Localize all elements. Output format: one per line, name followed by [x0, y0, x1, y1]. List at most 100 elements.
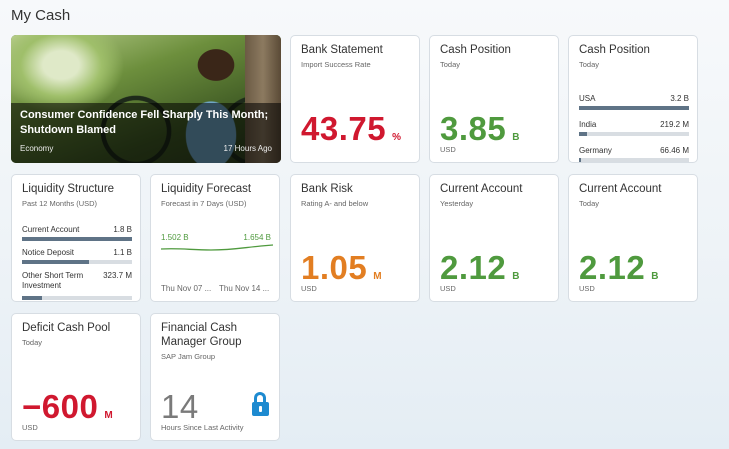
news-headline: Consumer Confidence Fell Sharply This Mo…: [20, 109, 269, 136]
tile-subtitle: Forecast in 7 Days (USD): [161, 199, 247, 208]
comparison-value: 66.46 M: [660, 146, 689, 155]
liquidity-structure-tile[interactable]: Liquidity Structure Past 12 Months (USD)…: [11, 174, 141, 302]
tile-title: Current Account: [579, 183, 662, 195]
comparison-track: [579, 158, 689, 162]
kpi-unit: %: [392, 132, 401, 143]
tile-title: Liquidity Structure: [22, 183, 115, 195]
tile-footer: Hours Since Last Activity: [161, 423, 244, 432]
comparison-row: Current Account 1.8 B: [22, 225, 132, 248]
current-account-today-tile[interactable]: Current Account Today 2.12 B USD: [568, 174, 698, 302]
kpi-unit: M: [373, 271, 382, 282]
tile-title: Financial Cash Manager Group: [161, 322, 242, 348]
comparison-track: [579, 132, 689, 136]
kpi-value: 43.75%: [301, 110, 401, 148]
comparison-label: Notice Deposit: [22, 248, 75, 257]
comparison-row: Notice Deposit 1.1 B: [22, 248, 132, 271]
comparison-row: USA 3.2 B: [579, 94, 689, 120]
kpi-number: 3.85: [440, 110, 507, 147]
jam-group-tile[interactable]: Financial Cash Manager Group SAP Jam Gro…: [150, 313, 280, 441]
forecast-start-value: 1.502 B: [161, 233, 189, 242]
tile-footer: USD: [440, 145, 456, 154]
comparison-label: Germany: [579, 146, 612, 155]
comparison-label: USA: [579, 94, 596, 103]
forecast-line: [161, 244, 273, 251]
comparison-bar: [22, 237, 132, 241]
forecast-end-value: 1.654 B: [243, 233, 271, 242]
kpi-number: −600: [22, 388, 99, 425]
comparison-row: Germany 66.46 M: [579, 146, 689, 162]
kpi-value: 2.12 B: [579, 249, 658, 287]
news-tile[interactable]: Consumer Confidence Fell Sharply This Mo…: [11, 35, 281, 163]
kpi-value: 1.05 M: [301, 249, 382, 287]
cash-position-comparison-tile[interactable]: Cash Position Today USA 3.2 B India 219.…: [568, 35, 698, 163]
comparison-bar: [579, 132, 587, 136]
liquidity-forecast-tile[interactable]: Liquidity Forecast Forecast in 7 Days (U…: [150, 174, 280, 302]
tile-title: Current Account: [440, 183, 523, 195]
tile-title: Bank Risk: [301, 183, 353, 195]
tile-title: Cash Position: [579, 44, 650, 56]
kpi-value: 2.12 B: [440, 249, 519, 287]
comparison-bar: [22, 296, 42, 300]
tile-subtitle: Today: [579, 60, 600, 69]
comparison-bar: [22, 260, 90, 264]
tile-subtitle: Rating A- and below: [301, 199, 369, 208]
tile-subtitle: Import Success Rate: [301, 60, 371, 69]
tile-title: Liquidity Forecast: [161, 183, 252, 195]
kpi-unit: B: [651, 271, 659, 282]
comparison-value: 219.2 M: [660, 120, 689, 129]
comparison-bar: [579, 106, 689, 110]
kpi-value: 14: [161, 388, 199, 426]
kpi-unit: B: [512, 132, 520, 143]
tile-title: Deficit Cash Pool: [22, 322, 111, 334]
current-account-yesterday-tile[interactable]: Current Account Yesterday 2.12 B USD: [429, 174, 559, 302]
news-time: 17 Hours Ago: [223, 144, 272, 153]
tile-title: Cash Position: [440, 44, 511, 56]
tile-subtitle: Today: [440, 60, 461, 69]
bank-risk-tile[interactable]: Bank Risk Rating A- and below 1.05 M USD: [290, 174, 420, 302]
comparison-chart: USA 3.2 B India 219.2 M Germany 66.46 M: [579, 94, 689, 162]
forecast-start-date: Thu Nov 07 ...: [161, 284, 212, 293]
kpi-unit: M: [104, 410, 113, 421]
kpi-value: 3.85 B: [440, 110, 519, 148]
comparison-value: 1.8 B: [113, 225, 132, 234]
forecast-line-chart: [161, 244, 273, 251]
tile-subtitle: Past 12 Months (USD): [22, 199, 98, 208]
kpi-number: 2.12: [579, 249, 646, 286]
comparison-track: [22, 237, 132, 241]
comparison-chart: Current Account 1.8 B Notice Deposit 1.1…: [22, 225, 132, 301]
cash-position-tile[interactable]: Cash Position Today 3.85 B USD: [429, 35, 559, 163]
comparison-bar: [579, 158, 582, 162]
tile-footer: USD: [579, 284, 595, 293]
tile-subtitle: Today: [579, 199, 600, 208]
comparison-track: [22, 296, 132, 300]
tile-subtitle: Yesterday: [440, 199, 474, 208]
page-title: My Cash: [11, 7, 71, 24]
comparison-track: [22, 260, 132, 264]
comparison-row: Other Short Term Investment 323.7 M: [22, 271, 132, 301]
news-overlay: [11, 103, 281, 163]
comparison-value: 323.7 M: [103, 271, 132, 280]
tile-subtitle: SAP Jam Group: [161, 352, 216, 361]
deficit-cash-pool-tile[interactable]: Deficit Cash Pool Today −600 M USD: [11, 313, 141, 441]
kpi-number: 1.05: [301, 249, 368, 286]
comparison-track: [579, 106, 689, 110]
tile-title: Bank Statement: [301, 44, 383, 56]
kpi-number: 2.12: [440, 249, 507, 286]
tile-footer: USD: [301, 284, 317, 293]
lock-icon: [252, 392, 269, 417]
news-category: Economy: [20, 144, 54, 153]
comparison-label: Other Short Term Investment: [22, 271, 84, 290]
tile-footer: USD: [22, 423, 38, 432]
kpi-number: 14: [161, 388, 199, 425]
tile-subtitle: Today: [22, 338, 43, 347]
forecast-end-date: Thu Nov 14 ...: [219, 284, 270, 293]
comparison-label: Current Account: [22, 225, 80, 234]
kpi-number: 43.75: [301, 110, 387, 147]
tile-footer: USD: [440, 284, 456, 293]
comparison-value: 1.1 B: [113, 248, 132, 257]
comparison-label: India: [579, 120, 597, 129]
kpi-value: −600 M: [22, 388, 113, 426]
kpi-unit: B: [512, 271, 520, 282]
bank-statement-tile[interactable]: Bank Statement Import Success Rate 43.75…: [290, 35, 420, 163]
comparison-row: India 219.2 M: [579, 120, 689, 146]
